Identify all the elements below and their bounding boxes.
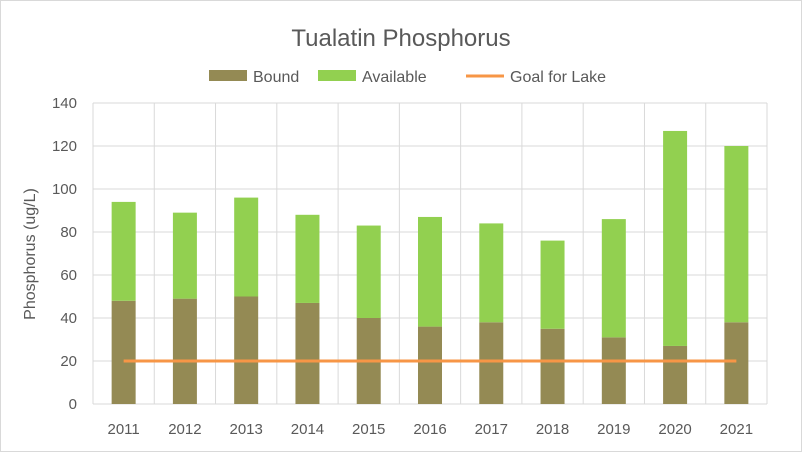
legend-label-available: Available	[362, 69, 427, 86]
bar-available-2012	[172, 212, 197, 299]
y-tick-label: 20	[60, 353, 77, 370]
chart-title: Tualatin Phosphorus	[291, 25, 510, 52]
y-tick-label: 40	[60, 310, 77, 327]
x-tick-label: 2012	[168, 421, 201, 438]
bar-available-2015	[356, 225, 381, 318]
bar-available-2013	[234, 197, 259, 297]
bar-available-2011	[111, 201, 136, 301]
x-tick-label: 2015	[352, 421, 385, 438]
x-tick-label: 2020	[658, 421, 691, 438]
bar-available-2021	[724, 146, 749, 323]
bar-available-2017	[479, 223, 504, 323]
bar-available-2020	[663, 130, 688, 346]
x-tick-label: 2017	[475, 421, 508, 438]
bar-bound-2017	[479, 322, 504, 404]
y-tick-label: 140	[52, 95, 77, 112]
legend-swatch-bound	[209, 70, 247, 81]
bar-bound-2014	[295, 302, 320, 404]
x-tick-label: 2018	[536, 421, 569, 438]
legend-label-bound: Bound	[253, 69, 299, 86]
bar-bound-2020	[663, 345, 688, 404]
x-tick-label: 2013	[229, 421, 262, 438]
y-tick-label: 0	[69, 396, 77, 413]
bar-bound-2011	[111, 300, 136, 404]
x-tick-label: 2016	[413, 421, 446, 438]
bar-bound-2021	[724, 322, 749, 404]
bar-bound-2019	[601, 337, 626, 404]
legend-label-goal-for-lake: Goal for Lake	[510, 69, 606, 86]
y-axis-ticks: 0 20 40 60 80 100 120 140	[52, 95, 77, 413]
bars	[111, 130, 749, 404]
bar-available-2014	[295, 214, 320, 303]
x-axis-ticks: 2011 2012 2013 2014 2015 2016 2017 2018 2019 2020…	[108, 421, 754, 438]
y-axis-label: Phosphorus (ug/L)	[22, 188, 39, 320]
legend: Bound Available Goal for Lake	[209, 69, 606, 86]
y-tick-label: 80	[60, 224, 77, 241]
y-tick-label: 60	[60, 267, 77, 284]
y-tick-label: 100	[52, 181, 77, 198]
bar-bound-2013	[234, 296, 259, 404]
legend-swatch-available	[318, 70, 356, 81]
y-tick-label: 120	[52, 138, 77, 155]
x-tick-label: 2014	[291, 421, 324, 438]
bar-available-2018	[540, 240, 565, 329]
bar-available-2016	[418, 216, 442, 327]
x-tick-label: 2019	[597, 421, 630, 438]
bar-bound-2016	[418, 326, 442, 404]
bar-available-2019	[601, 219, 626, 338]
x-tick-label: 2011	[108, 421, 140, 438]
x-tick-label: 2021	[720, 421, 753, 438]
bar-bound-2012	[172, 298, 197, 404]
bar-bound-2018	[540, 328, 565, 404]
